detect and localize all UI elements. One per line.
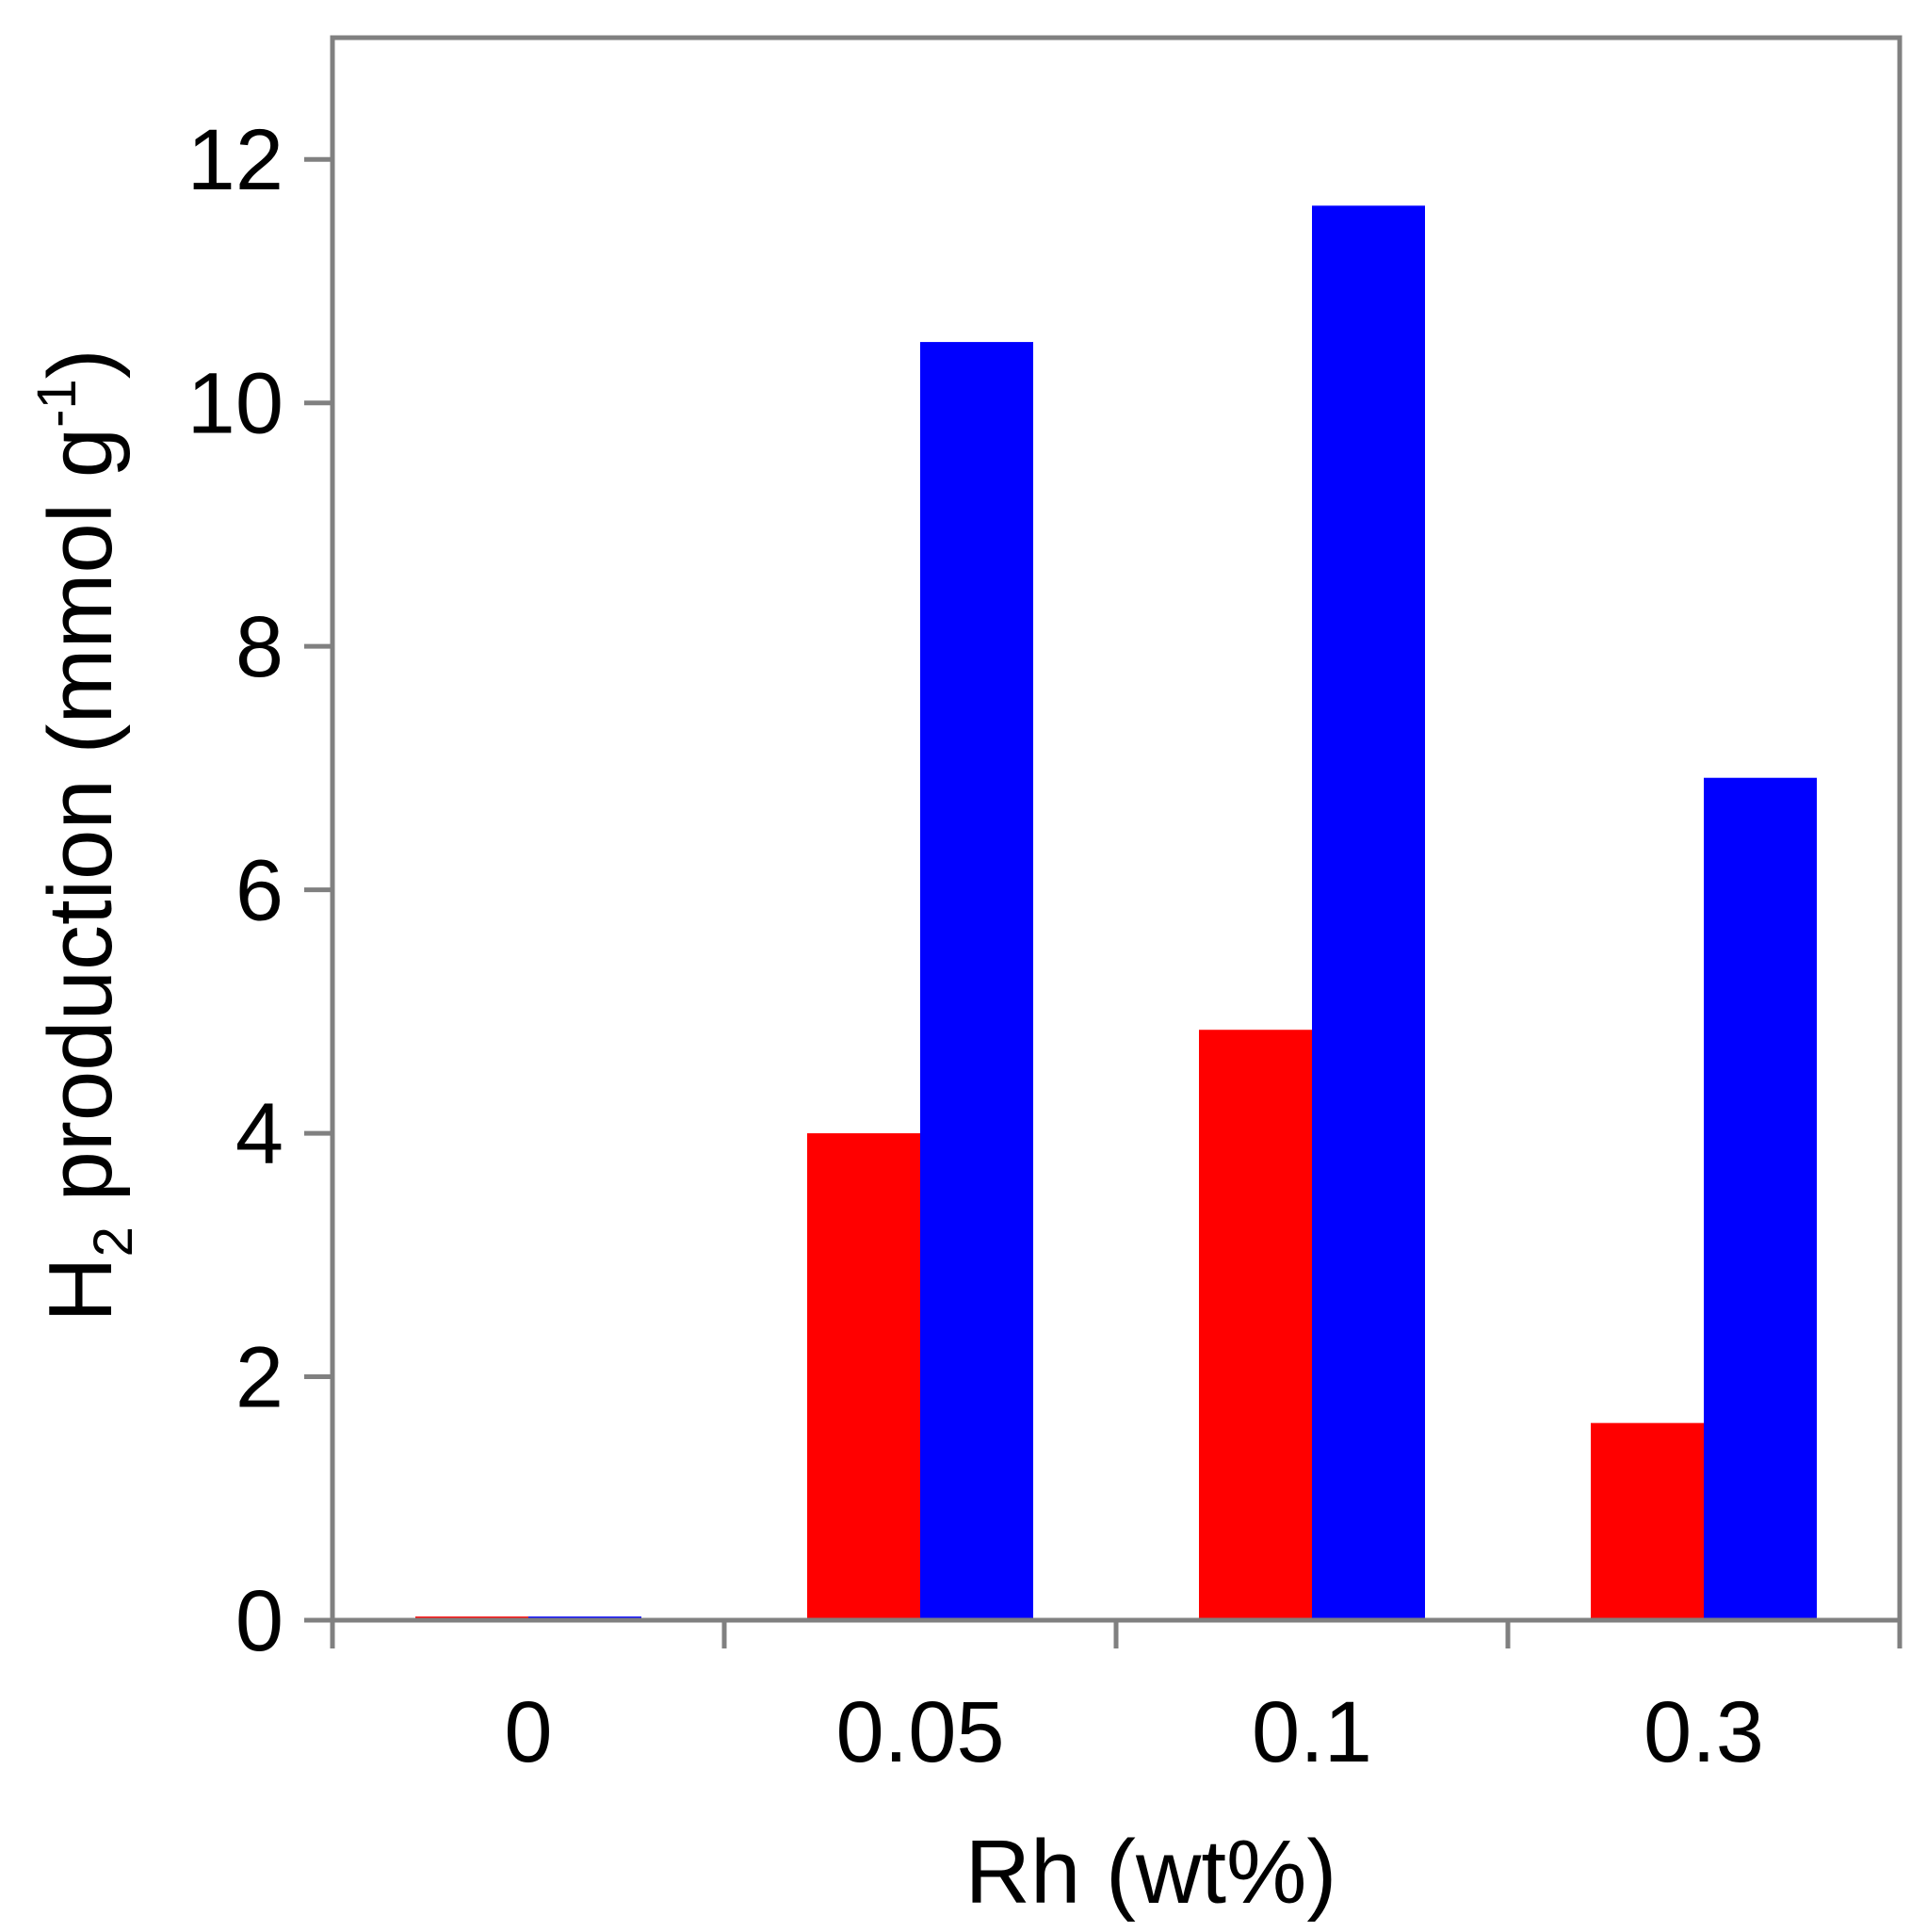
y-axis-title-main: H [30,1257,131,1322]
y-tick-label: 12 [187,112,283,208]
x-tick-label: 0 [504,1684,552,1780]
y-tick-labels: 0 2 4 6 8 10 12 [187,112,283,1669]
y-tick-label: 4 [235,1086,283,1182]
bars [415,205,1817,1621]
y-axis-title-close: ) [30,349,131,379]
plot-area [330,35,1903,1623]
x-tick-label: 0.1 [1252,1684,1372,1780]
axes [304,156,1903,1648]
y-tick-label: 6 [235,843,283,939]
y-axis-title-subscript: 2 [83,1226,144,1257]
y-axis-title-superscript: -1 [26,379,88,428]
y-tick-label: 2 [235,1330,283,1426]
bar-series-1-0.05 [807,1133,920,1620]
plot-frame [330,35,1903,1623]
bar-series-2-0.05 [920,342,1033,1621]
x-tick-labels: 0 0.05 0.1 0.3 [504,1684,1764,1780]
bar-series-1-0.3 [1591,1422,1704,1620]
y-tick-label: 0 [235,1573,283,1669]
x-axis-title: Rh (wt%) [965,1822,1337,1923]
bar-series-1-0.1 [1199,1030,1312,1620]
x-tick-label: 0.3 [1644,1684,1764,1780]
y-axis-title: H2 production (mmol g-1) [26,349,144,1322]
y-tick-label: 10 [187,356,283,452]
y-axis-title-rest: production (mmol g [30,428,131,1226]
x-tick-label: 0.05 [835,1684,1004,1780]
bar-series-2-0.3 [1704,777,1817,1620]
y-tick-label: 8 [235,599,283,695]
bar-series-2-0.1 [1312,205,1425,1620]
